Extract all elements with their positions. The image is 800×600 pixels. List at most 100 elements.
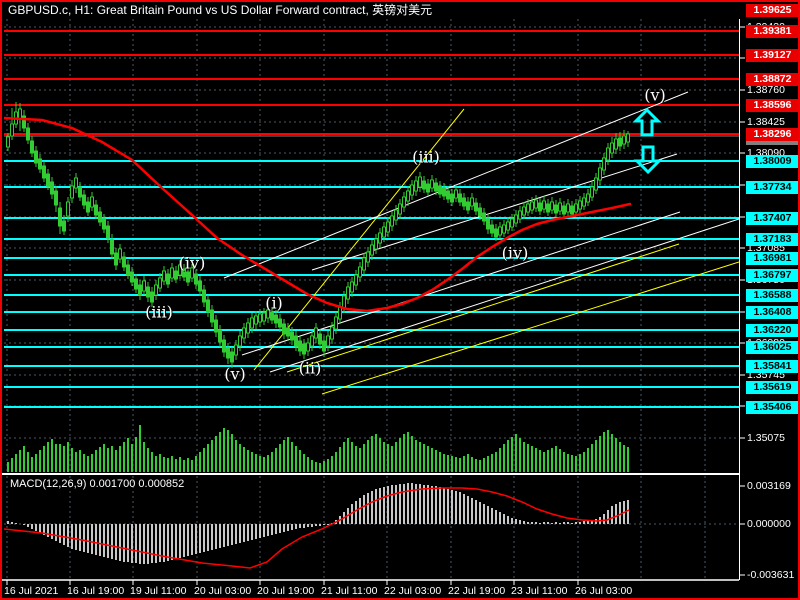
candlestick: [322, 340, 326, 352]
candlestick: [446, 190, 450, 200]
candlestick: [386, 221, 390, 233]
resistance-price-badge: 1.38872: [746, 72, 798, 86]
candlestick: [578, 200, 582, 210]
support-price-badge: 1.35619: [746, 380, 798, 394]
candlestick: [318, 333, 322, 345]
candlestick: [390, 215, 394, 227]
candlestick: [566, 203, 570, 213]
resistance-price-badge: 1.39381: [746, 24, 798, 38]
candlestick: [406, 190, 410, 202]
candlestick: [90, 196, 94, 208]
candlestick: [426, 183, 430, 193]
candlestick: [210, 309, 214, 323]
candlestick: [70, 185, 74, 199]
candlestick: [118, 248, 122, 260]
candlestick: [222, 339, 226, 353]
candlestick: [430, 179, 434, 189]
support-price-badge: 1.36408: [746, 305, 798, 319]
candlestick: [574, 203, 578, 213]
candlestick: [554, 204, 558, 214]
candlestick: [614, 138, 618, 150]
support-price-badge: 1.36588: [746, 288, 798, 302]
elliott-wave-label: (iii): [412, 147, 440, 167]
candlestick: [534, 199, 538, 209]
candlestick: [274, 314, 278, 324]
price-pane[interactable]: [4, 8, 739, 472]
candlestick: [598, 167, 602, 181]
candlestick: [158, 277, 162, 289]
candlestick: [538, 202, 542, 212]
candlestick: [462, 197, 466, 207]
time-axis-label: 23 Jul 11:00: [511, 585, 568, 597]
candlestick: [422, 180, 426, 190]
candlestick: [138, 284, 142, 296]
candlestick: [282, 323, 286, 335]
candlestick: [618, 137, 622, 147]
macd-pane[interactable]: [4, 476, 739, 579]
candlestick: [126, 264, 130, 276]
candlestick: [442, 187, 446, 197]
support-price-badge: 1.36981: [746, 251, 798, 265]
candlestick: [302, 343, 306, 355]
support-price-badge: 1.36025: [746, 340, 798, 354]
candlestick: [342, 295, 346, 309]
candlestick: [346, 286, 350, 300]
candlestick: [198, 280, 202, 292]
candlestick: [110, 239, 114, 255]
candlestick: [510, 218, 514, 228]
candlestick: [522, 206, 526, 216]
resistance-price-badge: 1.39127: [746, 48, 798, 62]
candlestick: [146, 286, 150, 298]
candlestick: [122, 256, 126, 268]
candlestick: [106, 225, 110, 239]
elliott-wave-label: (v): [644, 85, 666, 105]
candlestick: [254, 315, 258, 325]
candlestick: [530, 201, 534, 211]
candlestick: [190, 267, 194, 279]
price-tick-label: 1.38760: [747, 84, 785, 96]
macd-indicator-label: MACD(12,26,9) 0.001700 0.000852: [10, 478, 185, 490]
white-trendline: [241, 211, 681, 356]
candlestick: [494, 228, 498, 238]
candlestick: [46, 173, 50, 187]
candlestick: [570, 205, 574, 215]
elliott-wave-label: (ii): [298, 358, 322, 378]
candlestick: [358, 266, 362, 278]
candlestick: [602, 157, 606, 171]
candlestick: [338, 306, 342, 320]
candlestick: [586, 193, 590, 203]
candlestick: [134, 278, 138, 290]
candlestick: [582, 197, 586, 207]
candlestick: [478, 207, 482, 217]
down-arrow-icon[interactable]: [633, 145, 663, 180]
candlestick: [162, 270, 166, 282]
candlestick: [86, 201, 90, 213]
candlestick: [194, 273, 198, 285]
candlestick: [306, 342, 310, 352]
candlestick: [438, 185, 442, 195]
resistance-price-badge: 1.38596: [746, 98, 798, 112]
candlestick: [370, 244, 374, 256]
candlestick: [234, 344, 238, 356]
macd-scale-bottom: -0.003631: [747, 569, 795, 581]
candlestick: [6, 136, 10, 148]
candlestick: [186, 271, 190, 283]
candlestick: [178, 264, 182, 276]
time-axis-label: 20 Jul 03:00: [194, 585, 252, 597]
time-axis-label: 26 Jul 03:00: [575, 585, 633, 597]
candlestick: [470, 197, 474, 207]
candlestick: [74, 177, 78, 189]
candlestick: [174, 270, 178, 280]
candlestick: [182, 268, 186, 278]
candlestick: [518, 210, 522, 220]
candlestick: [562, 205, 566, 215]
candlestick: [454, 189, 458, 199]
candlestick: [506, 221, 510, 231]
up-arrow-icon[interactable]: [632, 107, 662, 142]
candlestick: [402, 196, 406, 208]
candlestick: [382, 226, 386, 238]
yellow-trendline: [286, 243, 680, 373]
candlestick: [374, 238, 378, 250]
candlestick: [326, 335, 330, 347]
